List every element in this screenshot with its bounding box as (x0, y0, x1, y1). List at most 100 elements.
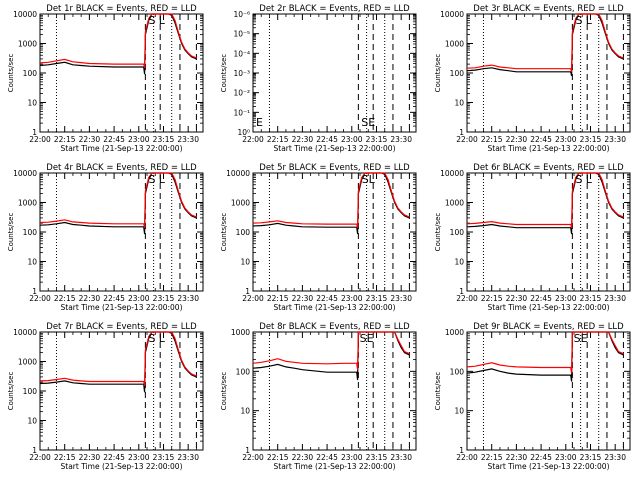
x-tick-label: 23:00 (128, 135, 150, 144)
x-tick-label: 23:00 (555, 135, 577, 144)
y-tick-label: 10⁻³ (233, 69, 250, 78)
x-axis-label: Start Time (21-Sep-13 22:00:00) (61, 144, 183, 153)
event-marker-label: S (575, 173, 582, 186)
y-tick-label: 10 (454, 258, 464, 267)
y-axis-label: Counts/sec (220, 372, 228, 411)
event-marker-label: L (159, 14, 166, 27)
x-tick-label: 23:00 (128, 453, 150, 462)
x-tick-label: 22:30 (79, 135, 101, 144)
y-axis-label: Counts/sec (7, 213, 15, 252)
x-tick-label: 22:30 (79, 453, 101, 462)
event-marker-label: L (159, 173, 166, 186)
y-axis-label: Counts/sec (7, 372, 15, 411)
y-tick-label: 10⁻⁴ (233, 49, 250, 58)
chart-panel-6: Det 6r BLACK = Events, RED = LLD 1 10 100 10… (434, 163, 631, 312)
x-tick-label: 22:15 (481, 135, 503, 144)
event-marker-label: S (575, 14, 582, 27)
x-tick-label: 22:00 (456, 453, 478, 462)
x-tick-label: 22:45 (316, 135, 338, 144)
y-tick-label: 10⁻¹ (233, 108, 250, 117)
series-line-red (466, 331, 624, 374)
x-tick-label: 22:00 (242, 453, 264, 462)
plot-frame (252, 331, 417, 451)
event-marker-label: L (586, 14, 593, 27)
x-axis-label: Start Time (21-Sep-13 22:00:00) (61, 303, 183, 312)
y-tick-label: 100 (23, 228, 38, 237)
x-axis-label: Start Time (21-Sep-13 22:00:00) (488, 144, 610, 153)
y-tick-label: 10⁰ (237, 128, 250, 137)
y-tick-label: 10⁻⁵ (233, 30, 250, 39)
x-tick-label: 23:15 (153, 294, 175, 303)
chart-panel-5: Det 5r BLACK = Events, RED = LLD 1 10 100 10… (220, 163, 417, 312)
x-tick-label: 23:30 (390, 453, 412, 462)
x-tick-label: 22:00 (242, 294, 264, 303)
y-tick-label: 10000 (440, 10, 464, 19)
series-line-black (466, 331, 624, 382)
y-tick-label: 100 (450, 367, 465, 376)
y-tick-label: 1 (245, 287, 250, 296)
x-axis-label: Start Time (21-Sep-13 22:00:00) (488, 303, 610, 312)
y-tick-label: 1000 (18, 358, 37, 367)
x-tick-label: 22:45 (103, 453, 125, 462)
x-tick-label: 22:30 (292, 135, 314, 144)
x-tick-label: 22:00 (456, 294, 478, 303)
x-tick-label: 23:15 (366, 294, 388, 303)
y-tick-label: 100 (236, 228, 251, 237)
x-tick-label: 22:15 (267, 453, 289, 462)
event-marker-label: S (148, 332, 155, 345)
y-tick-label: 100 (450, 228, 465, 237)
series-line-red (39, 331, 197, 386)
series-line-red (252, 172, 410, 228)
x-tick-label: 22:15 (481, 294, 503, 303)
chart-panel-9: Det 9r BLACK = Events, RED = LLD 1 10 100 10… (434, 322, 631, 471)
x-tick-label: 23:30 (604, 453, 626, 462)
chart-title: Det 8r BLACK = Events, RED = LLD (259, 322, 410, 332)
x-tick-label: 23:30 (604, 294, 626, 303)
x-axis-label: Start Time (21-Sep-13 22:00:00) (488, 462, 610, 471)
x-tick-label: 23:15 (580, 135, 602, 144)
chart-panel-4: Det 4r BLACK = Events, RED = LLD 1 10 100 10… (7, 163, 204, 312)
y-tick-label: 100 (450, 69, 465, 78)
x-tick-label: 23:15 (153, 135, 175, 144)
series-line-black (39, 13, 197, 75)
x-tick-label: 23:30 (390, 294, 412, 303)
x-tick-label: 23:15 (580, 453, 602, 462)
y-tick-label: 1 (32, 446, 37, 455)
x-tick-label: 22:45 (103, 135, 125, 144)
chart-title: Det 1r BLACK = Events, RED = LLD (46, 4, 197, 14)
x-tick-label: 22:45 (316, 294, 338, 303)
x-tick-label: 22:15 (267, 294, 289, 303)
y-axis-label: Counts/sec (434, 213, 442, 252)
x-tick-label: 22:15 (54, 453, 76, 462)
event-marker-label: E (256, 116, 263, 129)
y-tick-label: 1000 (445, 40, 464, 49)
chart-panel-8: Det 8r BLACK = Events, RED = LLD 1 10 100 10… (220, 322, 417, 471)
x-axis-label: Start Time (21-Sep-13 22:00:00) (61, 462, 183, 471)
y-tick-label: 10 (240, 258, 250, 267)
chart-title: Det 7r BLACK = Events, RED = LLD (46, 322, 197, 332)
y-tick-label: 1000 (18, 199, 37, 208)
x-tick-label: 22:15 (267, 135, 289, 144)
series-line-black (252, 172, 410, 235)
x-tick-label: 22:00 (456, 135, 478, 144)
y-tick-label: 1 (459, 128, 464, 137)
y-tick-label: 100 (236, 367, 251, 376)
x-tick-label: 23:00 (341, 294, 363, 303)
x-tick-label: 22:15 (54, 294, 76, 303)
x-tick-label: 22:00 (29, 294, 51, 303)
series-line-black (466, 13, 624, 77)
y-tick-label: 10 (240, 407, 250, 416)
y-axis-label: Counts/sec (220, 54, 228, 93)
x-tick-label: 22:45 (103, 294, 125, 303)
event-marker-label: SE (361, 116, 375, 129)
x-tick-label: 23:15 (153, 453, 175, 462)
chart-panel-2: Det 2r BLACK = Events, RED = LLD 10⁰ 10⁻¹ 1… (220, 4, 417, 153)
y-tick-label: 10000 (13, 169, 37, 178)
y-tick-label: 1000 (18, 40, 37, 49)
chart-title: Det 4r BLACK = Events, RED = LLD (46, 163, 197, 173)
y-tick-label: 1000 (445, 199, 464, 208)
series-line-red (39, 13, 197, 68)
chart-panel-3: Det 3r BLACK = Events, RED = LLD 1 10 100 10… (434, 4, 631, 153)
x-tick-label: 22:30 (79, 294, 101, 303)
series-line-black (252, 331, 410, 381)
